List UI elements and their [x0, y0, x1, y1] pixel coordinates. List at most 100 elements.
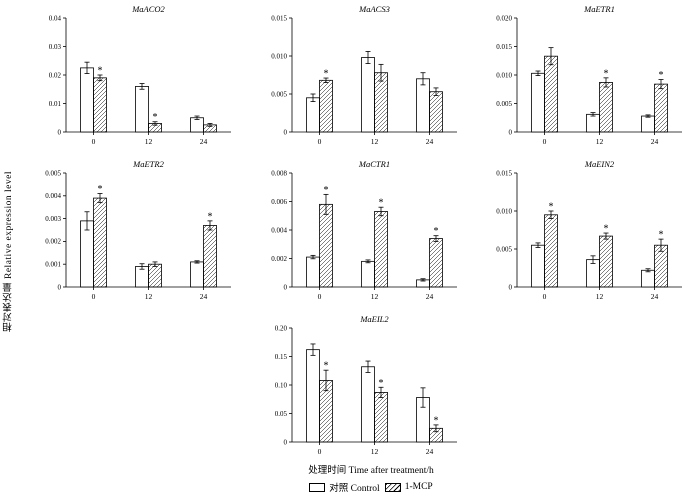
y-tick-label: 0.05 — [274, 410, 287, 418]
y-tick-label: 0.003 — [45, 215, 61, 223]
significance-asterisk: * — [433, 415, 438, 426]
y-tick-label: 0 — [509, 283, 513, 291]
chart-title: MaACO2 — [131, 4, 165, 14]
x-tick-label: 0 — [92, 292, 96, 301]
y-tick-label: 0.006 — [271, 198, 287, 206]
y-tick-label: 0 — [509, 128, 513, 136]
chart-title: MaETR2 — [132, 159, 164, 169]
y-tick-label: 0.010 — [496, 71, 512, 79]
bar-control — [641, 115, 655, 133]
chart-title: MaEIN2 — [584, 159, 615, 169]
bar-1mcp — [373, 72, 388, 133]
y-tick-label: 0.001 — [45, 261, 61, 269]
x-tick-label: 24 — [425, 292, 433, 301]
bar-control — [360, 57, 375, 133]
bar-control — [360, 366, 375, 443]
bar-control — [305, 97, 320, 133]
bar-control — [531, 72, 545, 133]
x-axis-label: 处理时间 Time after treatment/h — [308, 466, 434, 476]
bar-1mcp — [373, 211, 388, 288]
y-tick-label: 0.020 — [496, 14, 512, 22]
x-tick-label: 12 — [145, 137, 153, 146]
chart-svg: MaEIL2 0 0.05 0.10 0.15 0.20 0 * 12 * 24 * — [274, 314, 457, 456]
bar-control — [305, 349, 320, 443]
bar-control — [586, 113, 600, 133]
x-tick-label: 0 — [317, 137, 321, 146]
x-tick-label: 12 — [145, 292, 153, 301]
bar-1mcp — [428, 91, 443, 133]
y-tick-label: 0.04 — [49, 14, 62, 22]
chart-maein2: MaEIN2 0 0.005 0.010 0.015 0 * 12 * 24 * — [477, 158, 692, 304]
significance-asterisk: * — [604, 224, 609, 235]
chart-svg: MaETR1 0 0.005 0.010 0.015 0.020 0 12 * 24 * — [496, 4, 682, 146]
x-tick-label: 24 — [425, 447, 433, 456]
bar-control — [415, 78, 430, 133]
x-tick-label: 24 — [200, 137, 208, 146]
x-tick-label: 12 — [370, 292, 378, 301]
legend-swatch-1mcp — [384, 482, 401, 492]
y-tick-label: 0.15 — [274, 353, 287, 361]
significance-asterisk: * — [433, 226, 438, 237]
chart-maacs3: MaACS3 0 0.005 0.010 0.015 0 * 12 24 — [252, 3, 467, 149]
legend-item-control: 对照 Control — [309, 480, 380, 494]
bar-1mcp — [318, 203, 333, 288]
chart-row-1: MaACO2 0 0.01 0.02 0.03 0.04 0 * 12 * 24 MaACS3 0 0.… — [18, 3, 700, 149]
significance-asterisk: * — [549, 202, 554, 213]
y-tick-label: 0.010 — [271, 52, 287, 60]
x-tick-label: 0 — [543, 137, 547, 146]
significance-asterisk: * — [323, 185, 328, 196]
legend-label-control: 对照 Control — [329, 484, 380, 494]
y-tick-label: 0.008 — [271, 169, 287, 177]
chart-title: MaETR1 — [583, 4, 615, 14]
bar-control — [80, 220, 94, 288]
y-tick-label: 0.015 — [271, 14, 287, 22]
chart-title: MaEIL2 — [359, 314, 389, 324]
bar-1mcp — [599, 82, 613, 133]
y-tick-label: 0 — [283, 283, 287, 291]
bar-1mcp — [93, 197, 107, 288]
chart-maetr2: MaETR2 0 0.001 0.002 0.003 0.004 0.005 0 * 12 24 * — [26, 158, 241, 304]
x-tick-label: 0 — [543, 292, 547, 301]
significance-asterisk: * — [378, 378, 383, 389]
chart-maeil2: MaEIL2 0 0.05 0.10 0.15 0.20 0 * 12 * 24 * — [252, 313, 467, 459]
bar-control — [80, 67, 94, 133]
bar-1mcp — [654, 83, 668, 133]
bar-control — [305, 256, 320, 288]
figure-body: MaACO2 0 0.01 0.02 0.03 0.04 0 * 12 * 24 MaACS3 0 0.… — [18, 0, 700, 502]
bar-control — [360, 260, 375, 288]
chart-row-3: MaEIL2 0 0.05 0.10 0.15 0.20 0 * 12 * 24 * — [18, 313, 700, 459]
y-tick-label: 0.02 — [49, 71, 62, 79]
significance-asterisk: * — [98, 66, 103, 77]
chart-maetr1: MaETR1 0 0.005 0.010 0.015 0.020 0 12 * 24 * — [477, 3, 692, 149]
y-tick-label: 0.005 — [45, 169, 61, 177]
chart-svg: MaEIN2 0 0.005 0.010 0.015 0 * 12 * 24 * — [496, 159, 682, 301]
y-tick-label: 0 — [283, 128, 287, 136]
y-axis-label-text: 相对表达量 Relative expression level — [4, 170, 14, 332]
significance-asterisk: * — [323, 69, 328, 80]
y-tick-label: 0 — [283, 438, 287, 446]
y-tick-label: 0.004 — [271, 226, 287, 234]
y-tick-label: 0.004 — [45, 192, 61, 200]
bar-1mcp — [373, 392, 388, 443]
y-tick-label: 0.015 — [496, 169, 512, 177]
y-tick-label: 0.10 — [274, 381, 287, 389]
bar-1mcp — [203, 225, 217, 288]
bar-1mcp — [93, 77, 107, 133]
bar-control — [135, 86, 149, 133]
bar-1mcp — [599, 235, 613, 288]
x-tick-label: 0 — [92, 137, 96, 146]
bar-1mcp — [148, 263, 162, 288]
y-tick-label: 0.002 — [45, 238, 61, 246]
chart-svg: MaACS3 0 0.005 0.010 0.015 0 * 12 24 — [271, 4, 457, 146]
y-tick-label: 0 — [58, 283, 62, 291]
x-tick-label: 12 — [370, 137, 378, 146]
chart-title: MaACS3 — [358, 4, 390, 14]
chart-mactr1: MaCTR1 0 0.002 0.004 0.006 0.008 0 * 12 * 24 * — [252, 158, 467, 304]
significance-asterisk: * — [208, 211, 213, 222]
y-tick-label: 0.005 — [496, 100, 512, 108]
x-tick-label: 12 — [596, 292, 604, 301]
significance-asterisk: * — [659, 70, 664, 81]
y-axis-label: 相对表达量 Relative expression level — [0, 0, 18, 502]
legend-swatch-control — [309, 482, 326, 492]
x-tick-label: 24 — [651, 292, 659, 301]
